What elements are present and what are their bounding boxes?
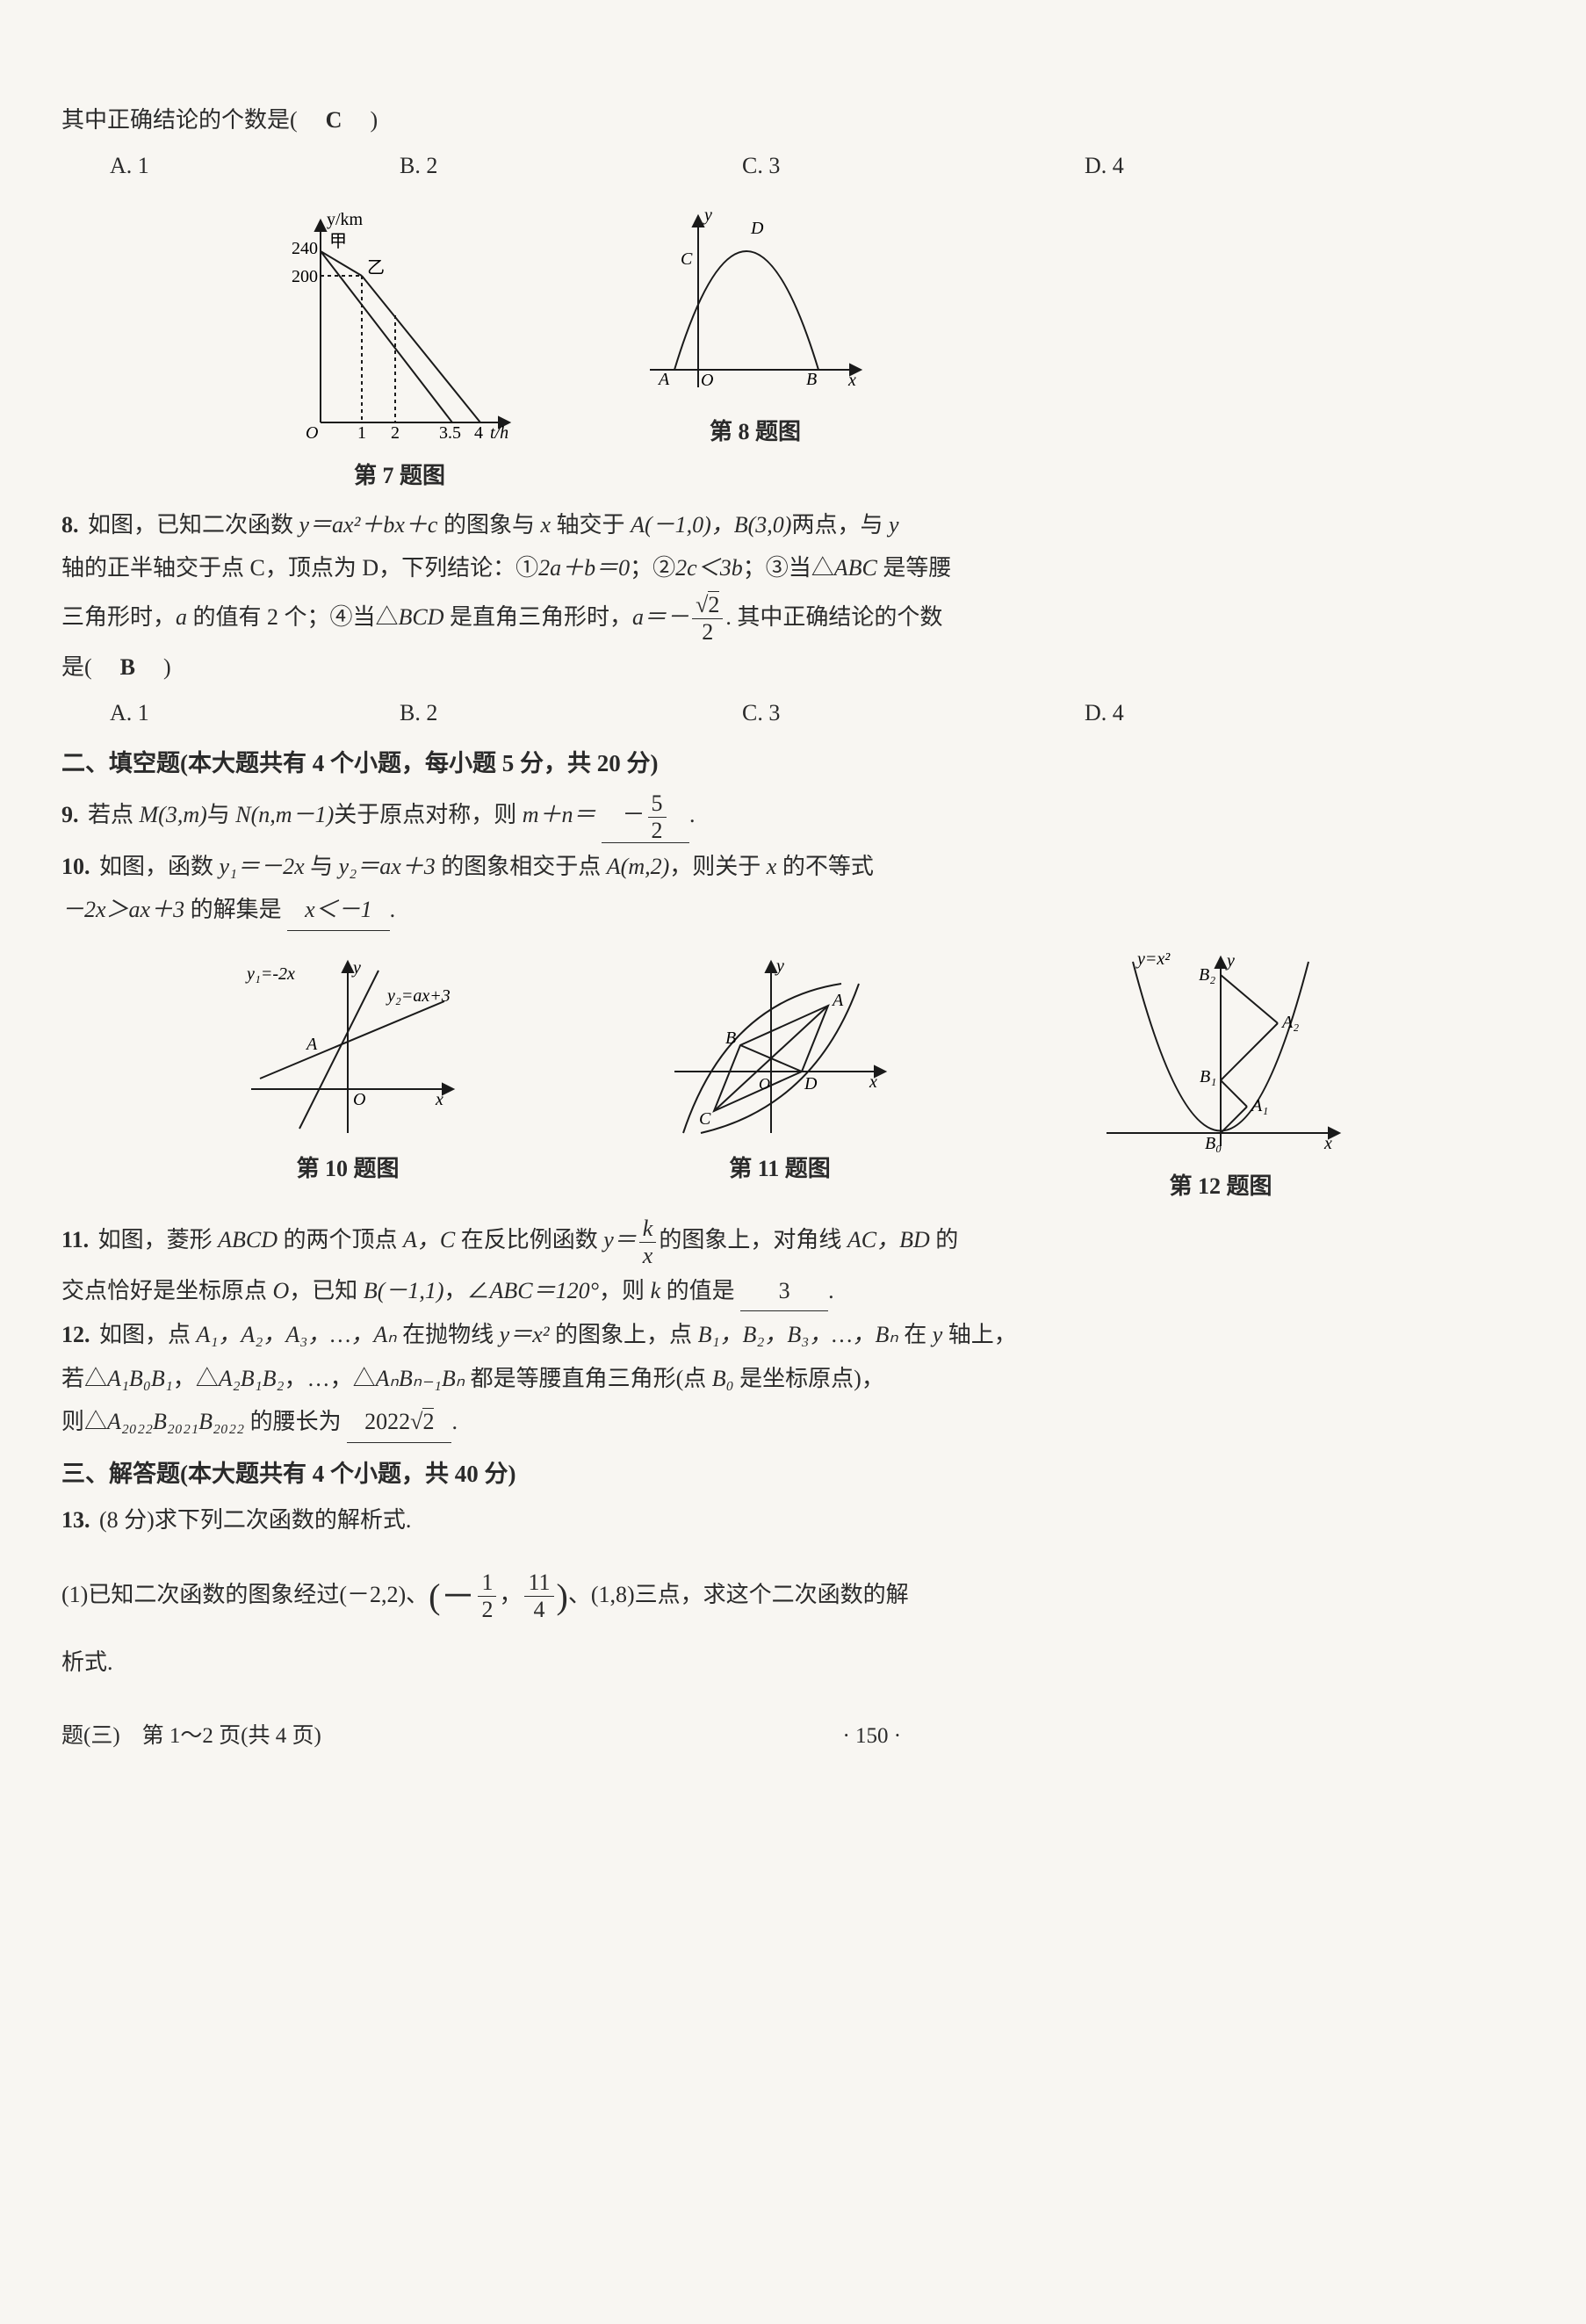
- figure-12-svg: y=x² y B₂ A₂ B₁ A₁ B₀ x: [1089, 949, 1352, 1159]
- svg-text:A₂: A₂: [1280, 1013, 1299, 1032]
- q13-sub1-line1: (1)已知二次函数的图象经过(－2,2)、(－12，114)、(1,8)三点，求…: [61, 1555, 1516, 1639]
- svg-text:t/h: t/h: [490, 423, 508, 443]
- q9-answer: －52: [602, 790, 689, 843]
- svg-text:1: 1: [357, 423, 366, 443]
- q8-choice-d: D. 4: [1085, 693, 1124, 733]
- svg-text:O: O: [353, 1090, 365, 1109]
- footer-left: 题(三) 第 1～2 页(共 4 页): [61, 1717, 321, 1756]
- svg-text:y: y: [1225, 951, 1235, 971]
- q11-answer: 3: [740, 1271, 828, 1312]
- section-2-title: 二、填空题(本大题共有 4 个小题，每小题 5 分，共 20 分): [61, 743, 1516, 784]
- q9-line: 9. 若点 M(3,m)与 N(n,m－1)关于原点对称，则 m＋n＝ －52.: [61, 790, 1516, 843]
- q8-line2: 轴的正半轴交于点 C，顶点为 D，下列结论：①2a＋b＝0；②2c＜3b；③当△…: [61, 548, 1516, 588]
- q8-choice-b: B. 2: [400, 693, 742, 733]
- q8-answer: B: [120, 654, 135, 680]
- svg-text:B: B: [725, 1028, 736, 1048]
- q11-line2: 交点恰好是坐标原点 O，已知 B(－1,1)，∠ABC＝120°，则 k 的值是…: [61, 1271, 1516, 1312]
- q12-line1: 12. 如图，点 A₁，A₂，A₃，…，Aₙ 在抛物线 y＝x² 的图象上，点 …: [61, 1315, 1516, 1355]
- svg-text:x: x: [847, 371, 856, 390]
- svg-text:C: C: [681, 249, 693, 269]
- q8-choice-c: C. 3: [742, 693, 1085, 733]
- q12-line3: 则△A₂₀₂₂B₂₀₂₁B₂₀₂₂ 的腰长为 2022√2.: [61, 1402, 1516, 1443]
- figure-12: y=x² y B₂ A₂ B₁ A₁ B₀ x 第 12 题图: [1089, 949, 1352, 1207]
- svg-text:A: A: [305, 1035, 318, 1054]
- q8-line3: 三角形时，a 的值有 2 个；④当△BCD 是直角三角形时，a＝－√22. 其中…: [61, 592, 1516, 645]
- svg-text:B₂: B₂: [1199, 965, 1215, 985]
- q10-line1: 10. 如图，函数 y₁＝－2x 与 y₂＝ax＋3 的图象相交于点 A(m,2…: [61, 847, 1516, 887]
- svg-text:O: O: [306, 423, 318, 443]
- svg-text:y: y: [775, 956, 784, 976]
- svg-text:2: 2: [391, 423, 400, 443]
- footer-page-number: · 150 ·: [842, 1717, 901, 1756]
- svg-text:x: x: [1323, 1134, 1332, 1153]
- svg-text:4: 4: [474, 423, 483, 443]
- q8-choices: A. 1 B. 2 C. 3 D. 4: [110, 693, 1516, 733]
- svg-text:y₁=-2x: y₁=-2x: [245, 964, 295, 984]
- figure-12-caption: 第 12 题图: [1169, 1166, 1272, 1207]
- q7-answer: C: [326, 107, 342, 133]
- q8-choice-a: A. 1: [110, 693, 400, 733]
- svg-text:200: 200: [292, 267, 318, 286]
- figure-10: y₁=-2x y y₂=ax+3 A O x 第 10 题图: [225, 949, 471, 1207]
- q10-line2: －2x＞ax＋3 的解集是 x＜－1.: [61, 890, 1516, 931]
- svg-text:O: O: [701, 371, 713, 390]
- svg-text:甲: 甲: [329, 232, 347, 251]
- q8-line1: 8. 如图，已知二次函数 y＝ax²＋bx＋c 的图象与 x 轴交于 A(－1,…: [61, 505, 1516, 545]
- figure-row-7-8: y/km 240 200 甲 乙 O 1 2 3.5 4 t/h 第 7 题图 …: [61, 203, 1516, 496]
- q8-line4: 是( B ): [61, 647, 1516, 688]
- figure-11-caption: 第 11 题图: [729, 1149, 831, 1189]
- svg-text:A: A: [657, 370, 670, 389]
- q13-line: 13. (8 分)求下列二次函数的解析式.: [61, 1500, 1516, 1541]
- svg-text:B₁: B₁: [1200, 1067, 1216, 1086]
- svg-text:D: D: [750, 219, 764, 238]
- svg-text:D: D: [804, 1074, 818, 1093]
- q10-answer: x＜－1: [287, 890, 390, 931]
- svg-text:y: y: [351, 958, 361, 978]
- svg-text:A: A: [831, 991, 844, 1010]
- svg-text:x: x: [869, 1072, 877, 1092]
- svg-text:240: 240: [292, 239, 318, 258]
- figure-8-caption: 第 8 题图: [710, 412, 801, 452]
- page-footer: 题(三) 第 1～2 页(共 4 页) · 150 · .: [61, 1717, 1516, 1756]
- figure-7-svg: y/km 240 200 甲 乙 O 1 2 3.5 4 t/h: [272, 203, 527, 449]
- q11-line1: 11. 如图，菱形 ABCD 的两个顶点 A，C 在反比例函数 y＝kx的图象上…: [61, 1215, 1516, 1267]
- svg-text:乙: 乙: [367, 258, 385, 278]
- figure-7-caption: 第 7 题图: [354, 456, 445, 496]
- svg-text:B: B: [806, 370, 817, 389]
- q7-choices: A. 1 B. 2 C. 3 D. 4: [110, 146, 1516, 186]
- q12-line2: 若△A₁B₀B₁，△A₂B₁B₂，…，△AₙBₙ₋₁Bₙ 都是等腰直角三角形(点…: [61, 1359, 1516, 1399]
- svg-text:y: y: [703, 206, 712, 225]
- section-3-title: 三、解答题(本大题共有 4 个小题，共 40 分): [61, 1454, 1516, 1495]
- q7-choice-b: B. 2: [400, 146, 742, 186]
- figure-11: y A B O D C x 第 11 题图: [657, 949, 903, 1207]
- svg-text:x: x: [435, 1090, 443, 1109]
- figure-row-10-12: y₁=-2x y y₂=ax+3 A O x 第 10 题图 y A B: [61, 949, 1516, 1207]
- q7-choice-d: D. 4: [1085, 146, 1124, 186]
- svg-text:B₀: B₀: [1205, 1134, 1222, 1153]
- svg-text:y/km: y/km: [327, 210, 364, 229]
- figure-10-caption: 第 10 题图: [296, 1149, 399, 1189]
- svg-text:O: O: [759, 1075, 770, 1093]
- svg-text:A₁: A₁: [1250, 1096, 1268, 1115]
- figure-7: y/km 240 200 甲 乙 O 1 2 3.5 4 t/h 第 7 题图: [272, 203, 527, 496]
- q7-choice-c: C. 3: [742, 146, 1085, 186]
- q7-choice-a: A. 1: [110, 146, 400, 186]
- figure-8: y D C A O B x 第 8 题图: [632, 203, 878, 496]
- svg-text:3.5: 3.5: [439, 423, 461, 443]
- figure-10-svg: y₁=-2x y y₂=ax+3 A O x: [225, 949, 471, 1142]
- svg-text:C: C: [699, 1109, 711, 1129]
- figure-11-svg: y A B O D C x: [657, 949, 903, 1142]
- svg-text:y₂=ax+3: y₂=ax+3: [386, 986, 451, 1006]
- q12-answer: 2022√2: [347, 1402, 451, 1443]
- q13-sub1-line2: 析式.: [61, 1642, 1516, 1683]
- svg-text:y=x²: y=x²: [1135, 949, 1171, 969]
- q7-stem-tail: 其中正确结论的个数是( C ): [61, 100, 1516, 141]
- figure-8-svg: y D C A O B x: [632, 203, 878, 405]
